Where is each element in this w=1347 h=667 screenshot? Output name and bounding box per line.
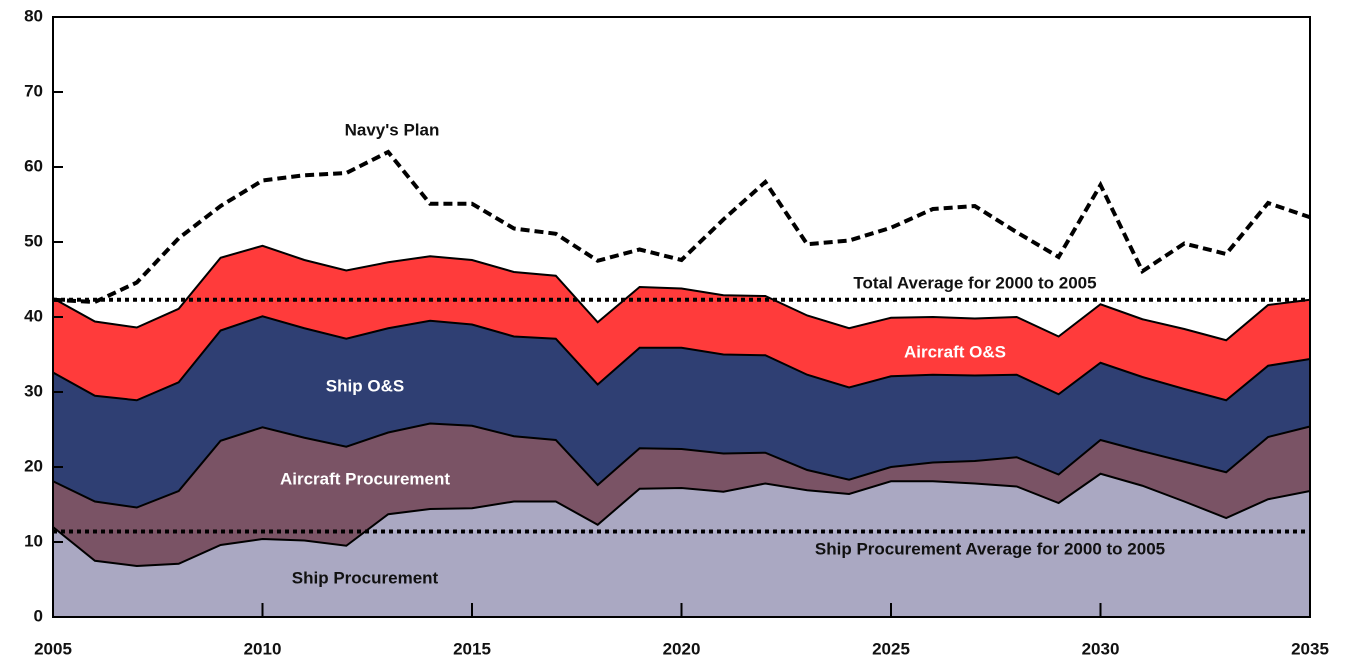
x-tick-label: 2035 <box>1291 639 1329 658</box>
area-label: Ship O&S <box>326 376 404 395</box>
area <box>53 316 1310 508</box>
y-tick-label: 60 <box>24 156 43 175</box>
reference-label: Total Average for 2000 to 2005 <box>853 273 1096 292</box>
x-tick-label: 2030 <box>1082 639 1120 658</box>
x-tick-label: 2010 <box>244 639 282 658</box>
y-tick-label: 30 <box>24 381 43 400</box>
x-tick-label: 2015 <box>453 639 491 658</box>
area <box>53 245 1310 401</box>
area-label: Aircraft Procurement <box>280 469 450 488</box>
area-label: Ship Procurement <box>292 568 439 587</box>
x-tick-label: 2025 <box>872 639 910 658</box>
area-label: Aircraft O&S <box>904 342 1006 361</box>
area-edge <box>52 315 1311 402</box>
y-tick-label: 70 <box>24 81 43 100</box>
plan-label: Navy's Plan <box>345 120 440 139</box>
x-tick-label: 2005 <box>34 639 72 658</box>
area-edge <box>52 422 1311 509</box>
y-tick-label: 40 <box>24 306 43 325</box>
y-tick-label: 0 <box>34 606 43 625</box>
area <box>53 473 1310 617</box>
area-edge <box>52 472 1311 568</box>
y-tick-label: 10 <box>24 531 43 550</box>
reference-label: Ship Procurement Average for 2000 to 200… <box>815 539 1165 558</box>
y-tick-label: 80 <box>24 6 43 25</box>
y-tick-label: 50 <box>24 231 43 250</box>
plan-line <box>52 149 1311 305</box>
x-tick-label: 2020 <box>663 639 701 658</box>
y-tick-label: 20 <box>24 456 43 475</box>
area-edge <box>52 244 1311 342</box>
